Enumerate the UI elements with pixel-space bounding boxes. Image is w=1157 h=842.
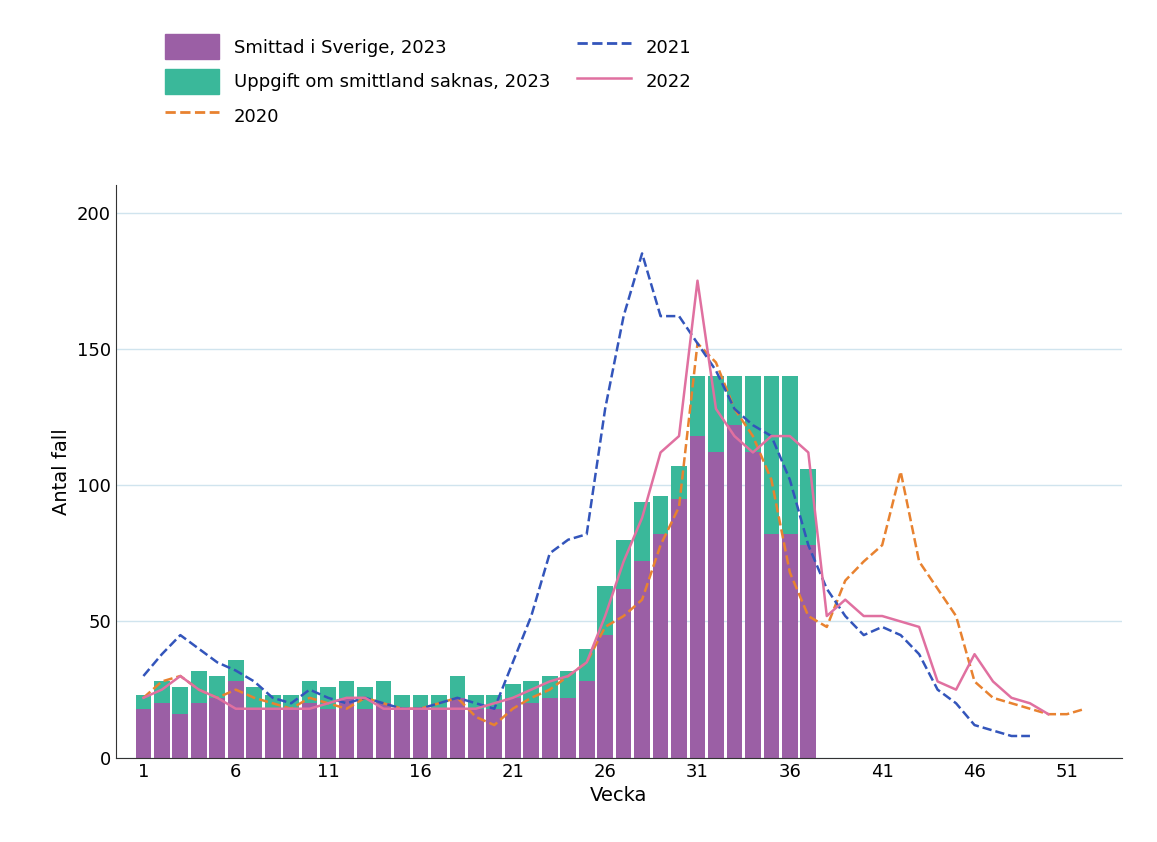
Bar [339,681,354,698]
Bar [653,496,669,534]
Bar [782,534,797,758]
Bar [395,709,410,758]
Bar [154,703,170,758]
Bar [727,425,743,758]
Bar [634,562,650,758]
Bar [191,670,207,703]
Bar [486,695,502,709]
Bar [782,376,797,534]
Bar [504,698,521,758]
Bar [209,698,226,758]
Bar [541,676,558,698]
Bar [320,709,336,758]
Bar [597,635,613,758]
Legend: Smittad i Sverige, 2023, Uppgift om smittland saknas, 2023, 2020, 2021, 2022: Smittad i Sverige, 2023, Uppgift om smit… [165,34,692,129]
Bar [172,687,189,714]
Bar [653,534,669,758]
Bar [265,695,280,709]
Bar [413,695,428,709]
Bar [432,709,447,758]
Bar [432,695,447,709]
Bar [358,709,373,758]
Bar [541,698,558,758]
Bar [283,709,299,758]
Bar [450,698,465,758]
Bar [708,376,724,452]
Bar [578,681,595,758]
Bar [801,545,816,758]
Bar [671,466,687,498]
Bar [597,586,613,635]
Bar [395,695,410,709]
Bar [578,648,595,681]
Bar [358,687,373,709]
Bar [413,709,428,758]
Bar [764,534,779,758]
Bar [265,709,280,758]
Bar [172,714,189,758]
Bar [708,452,724,758]
Bar [191,703,207,758]
Bar [376,703,391,758]
Bar [764,376,779,534]
Bar [228,681,244,758]
Bar [154,681,170,703]
Bar [135,695,152,709]
Bar [302,681,317,703]
Y-axis label: Antal fall: Antal fall [52,428,72,515]
Bar [283,695,299,709]
Bar [690,376,706,436]
Bar [690,436,706,758]
Bar [523,703,539,758]
Bar [339,698,354,758]
Bar [135,709,152,758]
Bar [634,502,650,562]
Bar [209,676,226,698]
Bar [523,681,539,703]
Bar [467,695,484,709]
Bar [745,376,761,452]
Bar [302,703,317,758]
Bar [560,670,576,698]
Bar [504,685,521,698]
Bar [320,687,336,709]
Bar [616,589,632,758]
Bar [450,676,465,698]
Bar [376,681,391,703]
Bar [246,709,263,758]
Bar [801,469,816,545]
Bar [228,659,244,681]
Bar [616,540,632,589]
Bar [486,709,502,758]
Bar [745,452,761,758]
Bar [246,687,263,709]
X-axis label: Vecka: Vecka [590,786,648,805]
Bar [560,698,576,758]
Bar [727,376,743,425]
Bar [671,498,687,758]
Bar [467,709,484,758]
